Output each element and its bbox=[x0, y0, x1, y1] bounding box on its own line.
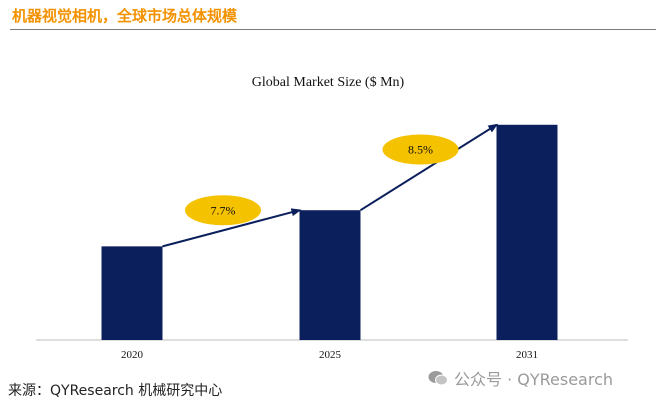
chart-title: Global Market Size ($ Mn) bbox=[252, 75, 405, 90]
wechat-icon bbox=[428, 370, 448, 386]
bar-2020 bbox=[101, 246, 163, 340]
page-title: 机器视觉相机，全球市场总体规模 bbox=[12, 7, 238, 25]
cagr-badge-2 bbox=[382, 134, 459, 165]
x-tick-label-2020: 2020 bbox=[121, 349, 144, 361]
growth-arrow-2 bbox=[359, 123, 499, 212]
title-divider bbox=[10, 29, 656, 30]
bar-2031 bbox=[496, 124, 558, 341]
x-tick-label-2025: 2025 bbox=[319, 349, 342, 361]
cagr-label-2: 8.5% bbox=[408, 143, 433, 157]
source-note: 来源：QYResearch 机械研究中心 bbox=[8, 383, 223, 399]
x-tick-label-2031: 2031 bbox=[516, 349, 538, 361]
bar-2025 bbox=[299, 210, 361, 340]
watermark-text: 公众号 · QYResearch bbox=[454, 370, 614, 389]
cagr-badge-1 bbox=[185, 195, 261, 226]
growth-arrow-1 bbox=[162, 208, 302, 248]
cagr-label-1: 7.7% bbox=[211, 203, 236, 217]
watermark: 公众号 · QYResearch bbox=[428, 366, 613, 390]
